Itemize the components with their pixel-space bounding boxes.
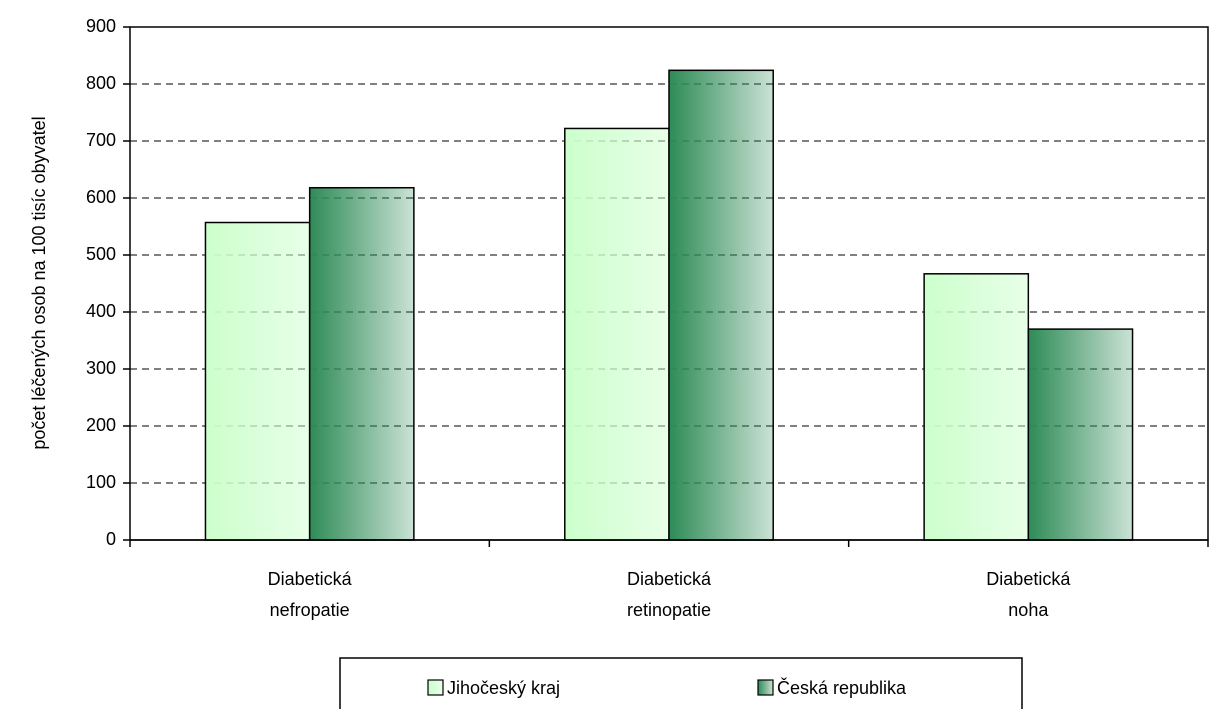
x-tick-label: Diabetická retinopatie — [627, 569, 712, 620]
bar — [204, 221, 311, 541]
bar — [923, 273, 1030, 541]
x-tick-label: Diabetická noha — [986, 569, 1071, 620]
legend-swatch — [427, 679, 444, 696]
y-tick-label: 800 — [86, 73, 116, 93]
y-tick-label: 900 — [86, 16, 116, 36]
legend-label: Česká republika — [777, 677, 907, 698]
y-axis-label: počet léčených osob na 100 tisíc obyvate… — [29, 116, 49, 449]
legend-swatch — [757, 679, 774, 696]
y-tick-label: 400 — [86, 301, 116, 321]
bar — [564, 127, 670, 541]
x-tick-label: Diabetická nefropatie — [268, 569, 353, 620]
y-tick-label: 100 — [86, 472, 116, 492]
y-tick-label: 200 — [86, 415, 116, 435]
y-tick-label: 600 — [86, 187, 116, 207]
bar — [1027, 328, 1134, 541]
legend-label: Jihočeský kraj — [447, 678, 560, 698]
y-tick-label: 500 — [86, 244, 116, 264]
y-tick-label: 700 — [86, 130, 116, 150]
bar — [668, 69, 774, 541]
y-tick-label: 0 — [106, 529, 116, 549]
legend-box — [339, 657, 1023, 709]
bar — [308, 186, 415, 541]
y-tick-label: 300 — [86, 358, 116, 378]
